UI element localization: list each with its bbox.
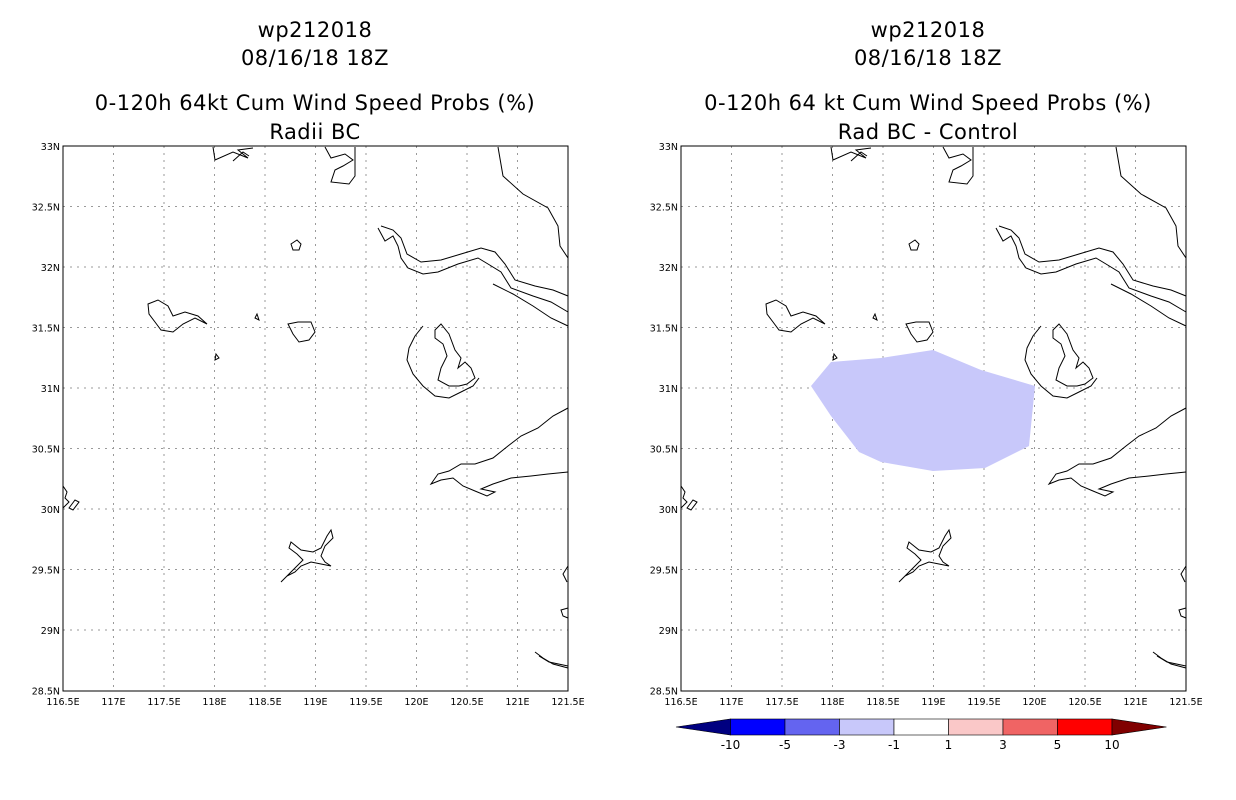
right-lat-label: 29N (659, 626, 678, 637)
right-lat-label: 31.5N (650, 324, 678, 335)
right-lon-label: 118.5E (866, 697, 899, 708)
right-lat-label: 32.5N (650, 203, 678, 214)
colorbar-label: -1 (888, 738, 900, 752)
right-lon-label: 119.5E (967, 697, 1000, 708)
left-lat-label: 29.5N (32, 566, 60, 577)
left-lat-label: 30.5N (32, 445, 60, 456)
right-lat-label: 32N (659, 263, 678, 274)
right-lon-label: 121.5E (1169, 697, 1202, 708)
colorbar-label: 1 (945, 738, 953, 752)
colorbar-box (784, 718, 840, 736)
left-lon-label: 121.5E (551, 697, 584, 708)
left-lat-label: 29N (41, 626, 60, 637)
right-lon-label: 116.5E (664, 697, 697, 708)
colorbar-label: -5 (779, 738, 791, 752)
right-title-storm: wp212018 (870, 18, 986, 42)
right-lon-label: 117E (719, 697, 743, 708)
right-lat-label: 31N (659, 384, 678, 395)
left-title-storm: wp212018 (257, 18, 373, 42)
right-lon-label: 120E (1022, 697, 1046, 708)
colorbar-arrow-low (675, 718, 731, 736)
probability-difference-shading (811, 350, 1035, 471)
right-map: 33N 32.5N 32N 31.5N 31N 30.5N 30N 29.5N 29N 28.5N… (650, 142, 1203, 708)
right-title-product: 0-120h 64 kt Cum Wind Speed Probs (%) (704, 91, 1152, 115)
colorbar-arrow-high (1111, 718, 1167, 736)
left-lon-label: 119E (303, 697, 327, 708)
right-lat-label: 33N (659, 142, 678, 153)
left-lat-labels: 33N 32.5N 32N 31.5N 31N 30.5N 30N 29.5N 29N 28.5N (32, 142, 60, 698)
right-lon-label: 119E (921, 697, 945, 708)
left-gridlines (62, 145, 569, 692)
colorbar-label: 10 (1104, 738, 1119, 752)
colorbar-label: -3 (834, 738, 846, 752)
left-lon-label: 121E (505, 697, 529, 708)
right-lon-label: 117.5E (765, 697, 798, 708)
left-lat-label: 32N (41, 263, 60, 274)
left-lon-label: 118.5E (248, 697, 281, 708)
right-lat-labels: 33N 32.5N 32N 31.5N 31N 30.5N 30N 29.5N 29N 28.5N (650, 142, 678, 698)
right-lon-label: 118E (820, 697, 844, 708)
right-title-date: 08/16/18 18Z (853, 46, 1003, 70)
left-coastline (62, 146, 569, 669)
right-lon-labels: 116.5E 117E 117.5E 118E 118.5E 119E 119.5E 120E… (664, 697, 1202, 708)
right-lon-label: 120.5E (1068, 697, 1101, 708)
left-lon-label: 117E (101, 697, 125, 708)
left-lon-label: 118E (202, 697, 226, 708)
left-title-product: 0-120h 64kt Cum Wind Speed Probs (%) (94, 91, 536, 115)
colorbar-box (839, 718, 895, 736)
colorbar-box (893, 718, 949, 736)
left-lon-labels: 116.5E 117E 117.5E 118E 118.5E 119E 119.5E 120E… (46, 697, 584, 708)
left-map: 33N 32.5N 32N 31.5N 31N 30.5N 30N 29.5N 29N 28.5N… (32, 142, 585, 708)
colorbar-label: 3 (999, 738, 1007, 752)
left-lon-label: 116.5E (46, 697, 79, 708)
right-lat-label: 28.5N (650, 687, 678, 698)
right-title-subtitle: Rad BC - Control (837, 120, 1019, 144)
left-title-date: 08/16/18 18Z (240, 46, 390, 70)
left-lat-label: 28.5N (32, 687, 60, 698)
colorbar-label: -10 (721, 738, 741, 752)
left-lat-label: 30N (41, 505, 60, 516)
colorbar: -10 -5 -3 -1 1 3 5 10 (675, 718, 1167, 752)
right-lat-label: 29.5N (650, 566, 678, 577)
left-title-subtitle: Radii BC (269, 120, 361, 144)
colorbar-label: 5 (1054, 738, 1062, 752)
left-lon-label: 120.5E (450, 697, 483, 708)
right-map-frame (680, 145, 1187, 692)
left-lat-label: 33N (41, 142, 60, 153)
right-lat-label: 30.5N (650, 445, 678, 456)
left-lat-label: 31N (41, 384, 60, 395)
right-lon-label: 121E (1123, 697, 1147, 708)
right-lat-label: 30N (659, 505, 678, 516)
left-lat-label: 32.5N (32, 203, 60, 214)
left-lon-label: 120E (404, 697, 428, 708)
colorbar-box (1057, 718, 1113, 736)
left-lon-label: 119.5E (349, 697, 382, 708)
colorbar-box (1002, 718, 1058, 736)
left-map-frame (62, 145, 569, 692)
left-lat-label: 31.5N (32, 324, 60, 335)
left-lon-label: 117.5E (147, 697, 180, 708)
colorbar-box (730, 718, 786, 736)
colorbar-box (948, 718, 1004, 736)
